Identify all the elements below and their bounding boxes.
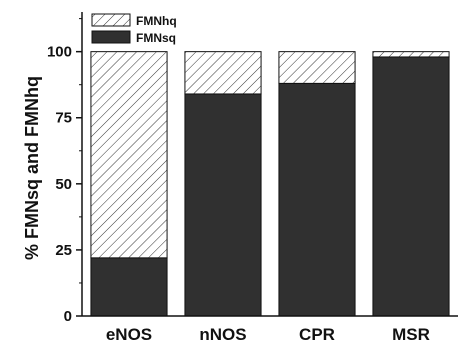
legend-swatch-fmnsq (91, 30, 131, 44)
legend-label-fmnsq: FMNsq (136, 31, 176, 45)
legend-swatch-fmnhq (91, 13, 131, 27)
legend-label-fmnhq: FMNhq (136, 14, 177, 28)
bar-fmnsq-msr (372, 56, 450, 317)
bar-fmnhq-msr (372, 51, 450, 58)
y-tick-label-50: 50 (55, 176, 72, 193)
x-tick-label-msr: MSR (392, 325, 430, 344)
bar-fmnsq-cpr (278, 82, 356, 317)
x-tick-label-enos: eNOS (106, 325, 152, 344)
bar-fmnhq-nnos (184, 51, 262, 95)
y-tick-label-100: 100 (47, 44, 72, 61)
bar-fmnhq-cpr (278, 51, 356, 84)
bar-fmnsq-nnos (184, 93, 262, 317)
bar-fmnhq-enos (90, 51, 168, 259)
bars-layer: eNOS nNOS CPR MSR (90, 51, 450, 344)
x-tick-label-nnos: nNOS (199, 325, 246, 344)
axes-layer: 0 25 50 75 100 (47, 12, 458, 325)
y-tick-label-0: 0 (64, 308, 72, 325)
y-tick-label-25: 25 (55, 242, 72, 259)
bar-fmnsq-enos (90, 257, 168, 317)
y-tick-label-75: 75 (55, 110, 72, 127)
y-axis-label: % FMNsq and FMNhq (22, 76, 42, 260)
x-tick-label-cpr: CPR (299, 325, 335, 344)
legend: FMNhq FMNsq (91, 13, 177, 45)
